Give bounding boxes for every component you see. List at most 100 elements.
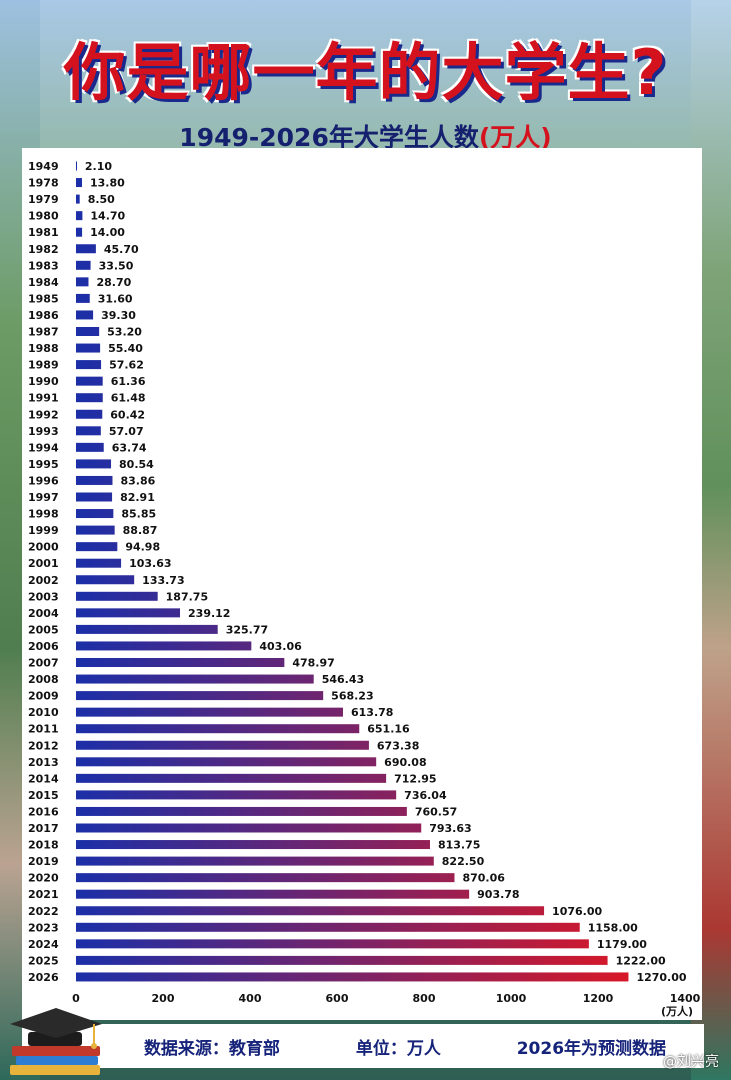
- value-label: 1270.00: [636, 971, 686, 984]
- value-label: 28.70: [96, 276, 131, 289]
- year-label: 1994: [28, 441, 59, 454]
- x-tick-label: 0: [72, 992, 80, 1005]
- bar: [76, 459, 112, 469]
- bar: [76, 475, 113, 485]
- chart-panel: 1949 2.10 1978 13.80 1979 8.50 1980 14.70 1981 14…: [22, 148, 702, 1020]
- year-label: 2021: [28, 888, 59, 901]
- bar: [76, 906, 545, 916]
- value-label: 239.12: [188, 607, 230, 620]
- year-label: 2026: [28, 971, 59, 984]
- value-label: 31.60: [98, 292, 133, 305]
- bar: [76, 939, 589, 949]
- value-label: 45.70: [104, 243, 139, 256]
- bar: [76, 293, 90, 303]
- value-label: 14.00: [90, 226, 125, 239]
- year-label: 2018: [28, 839, 59, 852]
- bar: [76, 260, 91, 270]
- bar: [76, 393, 103, 403]
- year-label: 2008: [28, 673, 59, 686]
- year-label: 1991: [28, 392, 59, 405]
- year-label: 2003: [28, 590, 59, 603]
- year-label: 1949: [28, 160, 59, 173]
- value-label: 133.73: [142, 574, 184, 587]
- bar: [76, 691, 324, 701]
- bar: [76, 409, 103, 419]
- x-tick-label: 1400: [670, 992, 701, 1005]
- value-label: 2.10: [85, 160, 112, 173]
- x-axis-unit: (万人): [661, 1004, 693, 1018]
- bar: [76, 707, 343, 717]
- bar: [76, 724, 360, 734]
- bar: [76, 343, 101, 353]
- bar: [76, 227, 83, 237]
- value-label: 94.98: [125, 541, 160, 554]
- value-label: 60.42: [110, 408, 145, 421]
- year-label: 1996: [28, 474, 59, 487]
- bar: [76, 889, 470, 899]
- bar: [76, 161, 77, 171]
- year-label: 2023: [28, 921, 59, 934]
- bar: [76, 442, 104, 452]
- bar: [76, 277, 89, 287]
- year-label: 2025: [28, 954, 59, 967]
- year-label: 1978: [28, 177, 59, 190]
- subtitle-unit: (万人): [478, 123, 552, 152]
- year-label: 1989: [28, 359, 59, 372]
- value-label: 57.07: [109, 425, 144, 438]
- year-label: 2009: [28, 690, 59, 703]
- year-label: 1995: [28, 458, 59, 471]
- bar: [76, 591, 158, 601]
- year-label: 2001: [28, 557, 59, 570]
- value-label: 403.06: [259, 640, 302, 653]
- bar: [76, 757, 377, 767]
- bar: [76, 558, 122, 568]
- year-label: 1986: [28, 309, 59, 322]
- value-label: 8.50: [88, 193, 115, 206]
- value-label: 103.63: [129, 557, 171, 570]
- x-tick-label: 800: [413, 992, 436, 1005]
- bar: [76, 244, 96, 254]
- value-label: 39.30: [101, 309, 136, 322]
- year-label: 2019: [28, 855, 59, 868]
- value-label: 61.36: [111, 375, 146, 388]
- bar: [76, 840, 430, 850]
- year-label: 1984: [28, 276, 59, 289]
- bar: [76, 376, 103, 386]
- bar: [76, 823, 422, 833]
- bar: [76, 790, 397, 800]
- bar: [76, 624, 218, 634]
- page-title: 你是哪一年的大学生?: [63, 36, 668, 109]
- value-label: 325.77: [226, 623, 268, 636]
- bar: [76, 856, 434, 866]
- value-label: 13.80: [90, 177, 125, 190]
- footer-bar: 数据来源：教育部 单位：万人 2026年为预测数据: [106, 1024, 704, 1068]
- year-label: 2000: [28, 541, 59, 554]
- bar: [76, 509, 114, 519]
- value-label: 568.23: [331, 690, 373, 703]
- value-label: 712.95: [394, 772, 436, 785]
- value-label: 760.57: [415, 805, 457, 818]
- value-label: 1158.00: [588, 921, 638, 934]
- bar: [76, 525, 115, 535]
- bar: [76, 972, 629, 982]
- year-label: 1999: [28, 524, 59, 537]
- bar: [76, 327, 100, 336]
- value-label: 822.50: [442, 855, 485, 868]
- bar: [76, 360, 102, 370]
- value-label: 88.87: [123, 524, 158, 537]
- bar-chart: 1949 2.10 1978 13.80 1979 8.50 1980 14.70 1981 14…: [28, 160, 701, 1018]
- year-label: 2020: [28, 872, 59, 885]
- value-label: 546.43: [322, 673, 364, 686]
- value-label: 85.85: [121, 508, 156, 521]
- year-label: 2022: [28, 905, 59, 918]
- value-label: 57.62: [109, 359, 144, 372]
- bar: [76, 641, 252, 651]
- x-tick-label: 1000: [496, 992, 527, 1005]
- year-label: 2016: [28, 805, 59, 818]
- year-label: 2005: [28, 623, 59, 636]
- value-label: 83.86: [120, 474, 155, 487]
- value-label: 55.40: [108, 342, 143, 355]
- year-label: 2024: [28, 938, 59, 951]
- bar: [76, 922, 580, 932]
- year-label: 2006: [28, 640, 59, 653]
